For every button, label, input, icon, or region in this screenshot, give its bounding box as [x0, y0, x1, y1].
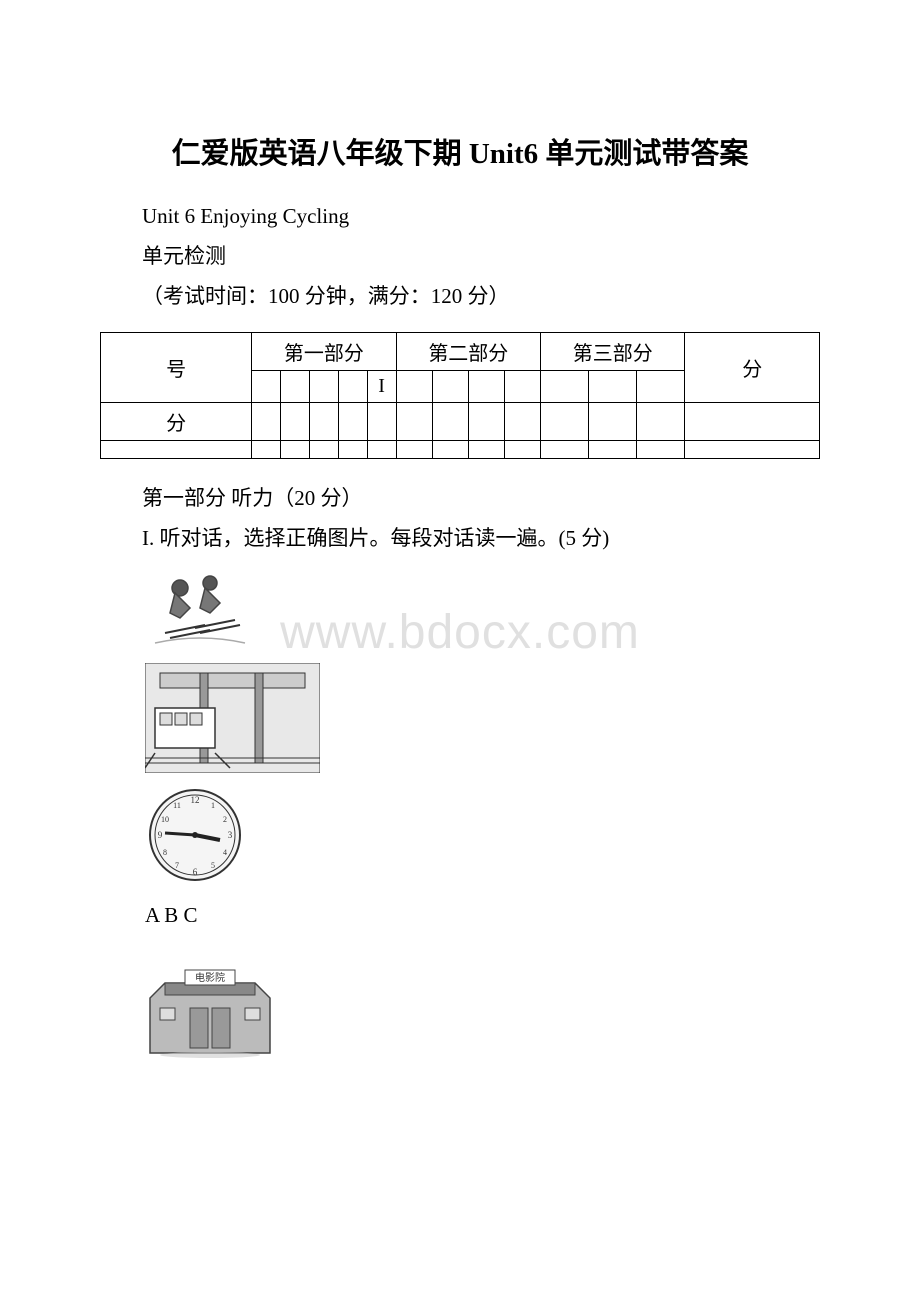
table-row: 号 第一部分 第二部分 第三部分 分	[101, 332, 820, 370]
skiing-icon	[145, 563, 255, 651]
cell-label-fen: 分	[101, 402, 252, 440]
cell	[504, 370, 540, 402]
cell	[309, 370, 338, 402]
table-row: 分	[101, 402, 820, 440]
cell	[432, 402, 468, 440]
table-row	[101, 440, 820, 458]
cell	[504, 402, 540, 440]
cell	[468, 440, 504, 458]
cell	[396, 402, 432, 440]
page-title: 仁爱版英语八年级下期 Unit6 单元测试带答案	[100, 130, 820, 172]
cell	[338, 402, 367, 440]
cell-label-hao: 号	[101, 332, 252, 402]
image-subway	[145, 663, 820, 773]
section1-header: 第一部分 听力（20 分）	[100, 479, 820, 519]
instruction1: I. 听对话，选择正确图片。每段对话读一遍。(5 分)	[100, 519, 820, 559]
cell	[309, 440, 338, 458]
cell	[637, 402, 685, 440]
svg-text:2: 2	[223, 815, 227, 824]
svg-text:9: 9	[158, 830, 163, 840]
svg-text:12: 12	[191, 795, 200, 805]
abc-labels: A B C	[145, 903, 820, 928]
exam-info: （考试时间：100 分钟，满分：120 分）	[100, 277, 820, 317]
svg-text:1: 1	[211, 801, 215, 810]
svg-text:4: 4	[223, 848, 227, 857]
cell-part2: 第二部分	[396, 332, 540, 370]
cell	[589, 402, 637, 440]
cell-roman-I: I	[367, 370, 396, 402]
score-table: 号 第一部分 第二部分 第三部分 分 I 分	[100, 332, 820, 459]
cell	[309, 402, 338, 440]
svg-text:10: 10	[161, 815, 169, 824]
cell	[367, 440, 396, 458]
cinema-sign-text: 电影院	[195, 971, 225, 984]
clock-icon: 12 3 6 9 1 2 4 5 7 8 10 11	[145, 785, 245, 885]
cell	[468, 402, 504, 440]
subtitle-text: Unit 6 Enjoying Cycling	[100, 197, 820, 237]
cell	[504, 440, 540, 458]
cell	[101, 440, 252, 458]
page-content: 仁爱版英语八年级下期 Unit6 单元测试带答案 Unit 6 Enjoying…	[100, 130, 820, 1058]
cell	[367, 402, 396, 440]
cell	[432, 370, 468, 402]
cell	[432, 440, 468, 458]
cell	[338, 440, 367, 458]
svg-text:11: 11	[173, 801, 181, 810]
cell	[396, 370, 432, 402]
cell	[252, 370, 281, 402]
cell	[281, 440, 310, 458]
image-cinema: 电影院	[145, 958, 820, 1058]
cell	[396, 440, 432, 458]
svg-text:6: 6	[193, 867, 198, 877]
cell	[589, 440, 637, 458]
cell	[281, 402, 310, 440]
image-clock: 12 3 6 9 1 2 4 5 7 8 10 11	[145, 785, 820, 885]
svg-text:8: 8	[163, 848, 167, 857]
cinema-icon: 电影院	[145, 958, 275, 1058]
image-skiing	[145, 563, 820, 651]
cell	[685, 440, 820, 458]
cell-total: 分	[685, 332, 820, 402]
cell	[541, 402, 589, 440]
cell-part1: 第一部分	[252, 332, 396, 370]
cell	[252, 440, 281, 458]
cell	[252, 402, 281, 440]
svg-text:7: 7	[175, 861, 179, 870]
cell	[589, 370, 637, 402]
cell	[685, 402, 820, 440]
cell	[541, 370, 589, 402]
cell	[637, 440, 685, 458]
exam-label: 单元检测	[100, 237, 820, 277]
cell	[281, 370, 310, 402]
cell-part3: 第三部分	[541, 332, 685, 370]
cell	[338, 370, 367, 402]
cell	[637, 370, 685, 402]
cell	[468, 370, 504, 402]
svg-text:3: 3	[228, 830, 233, 840]
svg-text:5: 5	[211, 861, 215, 870]
cell	[541, 440, 589, 458]
subway-icon	[145, 663, 320, 773]
